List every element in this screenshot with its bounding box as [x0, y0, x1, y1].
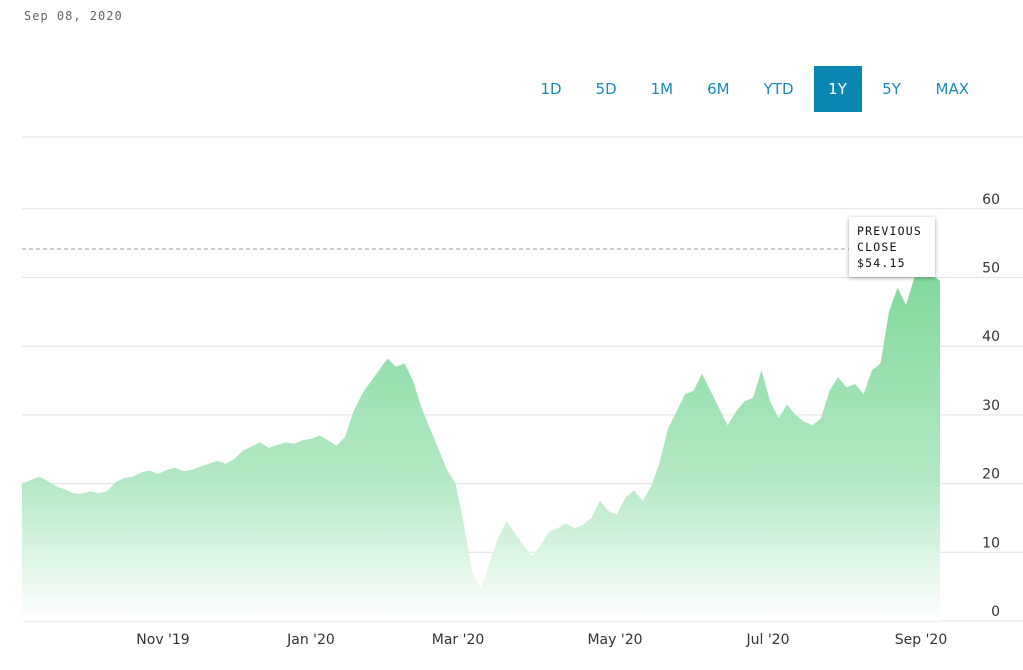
x-tick-label: Mar '20 — [432, 632, 485, 648]
x-tick-label: Jan '20 — [286, 632, 335, 648]
y-tick-label: 50 — [982, 261, 1000, 277]
tooltip-label-line1: PREVIOUS — [857, 224, 922, 238]
previous-close-tooltip: PREVIOUS CLOSE $54.15 — [849, 217, 935, 277]
range-button-5d[interactable]: 5D — [595, 80, 617, 98]
range-button-1m[interactable]: 1M — [650, 80, 674, 98]
tooltip-label-line2: CLOSE — [857, 240, 898, 254]
y-axis-labels: 0 10 20 30 40 50 60 — [982, 192, 1000, 620]
y-tick-label: 0 — [991, 604, 1000, 620]
range-button-6m[interactable]: 6M — [707, 80, 730, 98]
y-tick-label: 40 — [982, 329, 1000, 345]
tooltip-value: $54.15 — [857, 256, 906, 270]
price-area — [22, 263, 940, 621]
x-axis-labels: Nov '19 Jan '20 Mar '20 May '20 Jul '20 Sep '… — [136, 632, 947, 648]
x-tick-label: May '20 — [587, 632, 642, 648]
as-of-date: Sep 08, 2020 — [24, 9, 123, 23]
y-tick-label: 30 — [982, 398, 1000, 414]
range-button-max[interactable]: MAX — [935, 80, 969, 98]
range-button-1d[interactable]: 1D — [540, 80, 562, 98]
x-tick-label: Jul '20 — [745, 632, 789, 648]
range-button-1y[interactable]: 1Y — [813, 66, 862, 112]
range-selector: 1D 5D 1M 6M YTD 1Y 5Y MAX — [520, 66, 983, 112]
y-tick-label: 10 — [982, 535, 1000, 551]
range-button-ytd[interactable]: YTD — [763, 80, 794, 98]
x-tick-label: Nov '19 — [136, 632, 189, 648]
y-tick-label: 60 — [982, 192, 1000, 208]
x-tick-label: Sep '20 — [895, 632, 948, 648]
range-button-5y[interactable]: 5Y — [882, 80, 901, 98]
y-tick-label: 20 — [982, 467, 1000, 483]
